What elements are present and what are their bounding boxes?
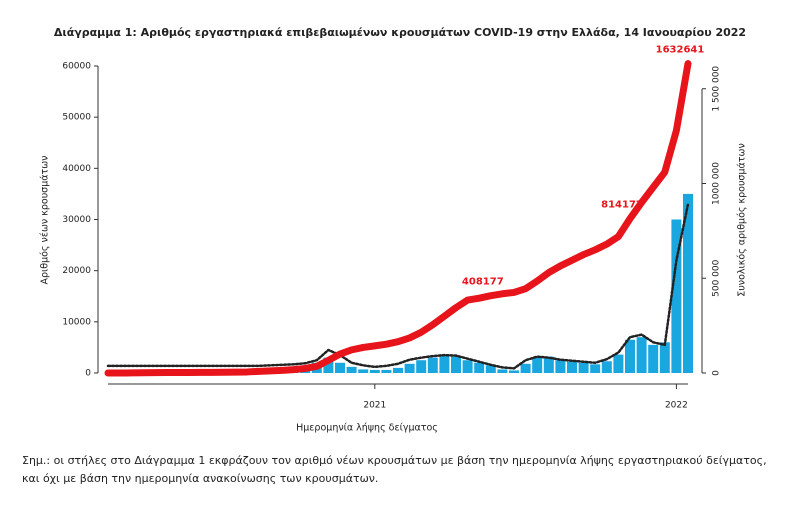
bar [335,362,345,373]
y-tick-label: 20000 [62,266,91,276]
y-tick-label: 30000 [62,215,91,225]
bar [648,344,659,373]
bar [369,369,380,373]
y2-tick-label: 500 000 [712,259,722,296]
bar [613,354,624,373]
bar [393,367,403,373]
bar [346,366,357,373]
bar [590,364,601,373]
bar [416,360,427,373]
bar [358,369,369,373]
bar [485,365,496,373]
chart-title: Διάγραμμα 1: Αριθμός εργαστηριακά επιβεβ… [54,26,746,39]
bar [636,337,647,373]
y2-tick-label: 0 [712,370,722,376]
bar [474,362,485,373]
average-line [106,202,690,370]
bar [659,342,670,373]
bar [462,360,473,373]
bar [509,370,519,373]
value-label: 1632641 [656,45,705,56]
y2-tick-label: 1 500 000 [712,66,722,112]
bar [451,356,461,373]
bar [427,357,438,373]
bar [323,357,334,373]
y2-tick-label: 1000 000 [712,162,722,205]
bar [601,361,612,373]
bar [404,363,415,373]
value-label: 408177 [462,277,504,288]
y2-axis-title: Συνολικός αριθμός κρουσμάτων [737,143,748,296]
x-tick-label: 2021 [363,401,386,411]
bar [532,357,543,373]
bar [625,339,635,373]
bar [497,369,508,373]
x-axis-title: Ημερομηνία λήψης δείγματος [296,423,438,434]
bar [578,362,589,373]
chart: Διάγραμμα 1: Αριθμός εργαστηριακά επιβεβ… [40,26,748,434]
y-tick-label: 60000 [62,62,91,72]
bar [543,356,554,373]
bar [381,369,392,373]
cumulative-line [104,60,692,377]
y-tick-label: 0 [85,369,91,379]
y-axis-title: Αριθμός νέων κρουσμάτων [40,156,51,285]
y-tick-label: 50000 [62,113,91,123]
y-tick-label: 40000 [62,164,91,174]
bar [555,360,566,373]
bar [439,355,450,373]
note: Σημ.: οι στήλες στο Διάγραμμα 1 εκφράζου… [22,454,767,485]
bar [683,193,693,373]
bar [520,363,531,373]
y-tick-label: 10000 [62,317,91,327]
bar [671,219,682,373]
value-label: 814177 [601,200,643,211]
x-tick-label: 2022 [665,401,688,411]
bar [567,361,577,373]
